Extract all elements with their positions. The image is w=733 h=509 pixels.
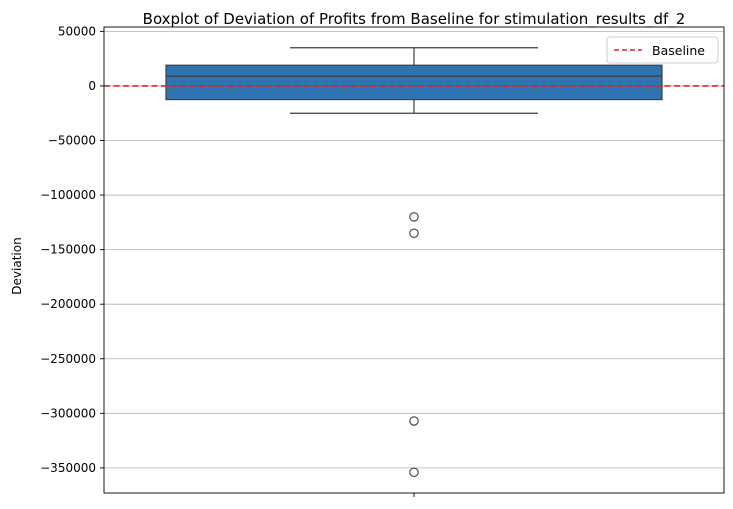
y-tick-label: −50000 — [48, 133, 96, 147]
outlier-point — [409, 228, 419, 239]
outlier-point — [409, 416, 419, 426]
y-tick-label: 0 — [88, 79, 96, 93]
y-axis-ticks: 50000 0 −50000 −100000 −150000 −200000 −250000… — [40, 24, 104, 475]
y-tick-label: −100000 — [40, 188, 96, 202]
legend-frame — [606, 36, 719, 64]
y-tick-label: 50000 — [58, 24, 96, 38]
y-tick-label: −350000 — [40, 461, 96, 475]
box-iqr — [165, 64, 663, 101]
legend-baseline-label: Baseline — [652, 43, 705, 58]
outlier-point — [409, 212, 419, 222]
box-group — [165, 47, 663, 478]
y-tick-label: −300000 — [40, 406, 96, 420]
chart-title: Boxplot of Deviation of Profits from Bas… — [143, 10, 686, 29]
y-tick-label: −150000 — [40, 243, 96, 257]
y-tick-label: −200000 — [40, 297, 96, 311]
outlier-point — [409, 467, 419, 478]
legend: Baseline — [606, 36, 719, 64]
y-axis-label: Deviation — [10, 237, 24, 294]
y-tick-label: −250000 — [40, 352, 96, 366]
